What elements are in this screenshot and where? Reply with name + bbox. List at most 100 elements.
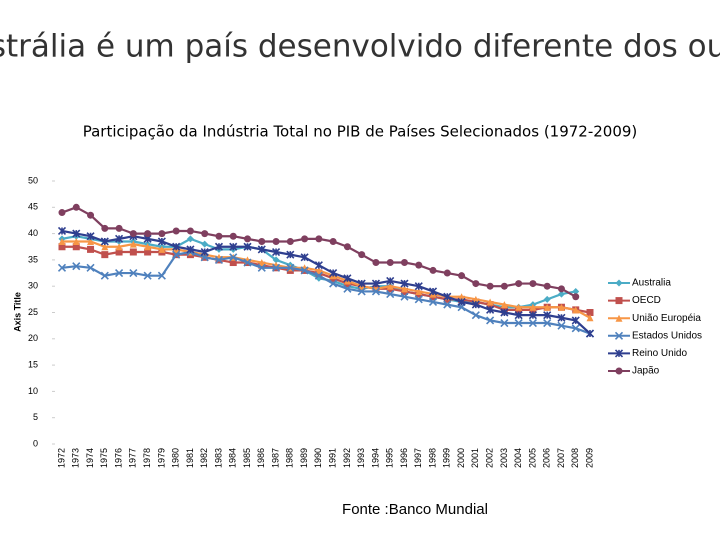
point (414, 295, 423, 304)
point (100, 237, 109, 246)
point (500, 282, 508, 290)
point (472, 295, 480, 303)
point (471, 311, 480, 320)
point (58, 243, 66, 251)
point (271, 247, 281, 257)
point (172, 250, 181, 259)
point (86, 232, 95, 241)
point (271, 263, 281, 272)
point (58, 209, 66, 217)
x-tick-label: 2009 (584, 448, 594, 468)
point (443, 300, 452, 309)
point (101, 243, 109, 251)
point (557, 321, 566, 330)
point (500, 308, 509, 317)
point (471, 300, 480, 309)
x-tick-label: 2008 (570, 448, 580, 468)
x-tick-label: 1993 (356, 448, 366, 468)
point (115, 248, 123, 256)
point (272, 237, 280, 245)
x-tick-label: 1981 (185, 448, 195, 468)
point (157, 271, 166, 280)
legend-marker (615, 297, 623, 305)
x-tick-label: 1972 (56, 448, 66, 468)
y-tick-label: 30 (28, 281, 38, 291)
point (286, 250, 295, 259)
point (72, 243, 80, 251)
point (428, 297, 438, 307)
y-tick-label: 20 (28, 333, 38, 343)
point (515, 280, 523, 288)
series-line (61, 250, 591, 335)
x-tick-label: 1995 (385, 448, 395, 468)
point (543, 318, 552, 328)
legend-marker (615, 314, 623, 322)
point (458, 272, 466, 280)
y-tick-label: 50 (28, 175, 38, 185)
point (186, 245, 195, 254)
point (343, 274, 352, 283)
x-tick-label: 1976 (113, 448, 123, 468)
x-tick-label: 1998 (427, 448, 437, 468)
x-tick-label: 1991 (328, 448, 338, 468)
x-tick-label: 1979 (156, 448, 166, 468)
y-tick-label: 10 (28, 386, 38, 396)
point (72, 229, 81, 238)
legend-label: OECD (632, 295, 661, 306)
x-tick-label: 1973 (71, 448, 81, 468)
point (329, 279, 338, 288)
point (87, 211, 95, 219)
x-tick-label: 2004 (513, 448, 523, 468)
point (400, 285, 408, 293)
series-line (62, 240, 591, 319)
point (372, 259, 380, 267)
point (543, 303, 551, 311)
point (300, 266, 309, 275)
x-tick-label: 1997 (413, 448, 423, 468)
source: Fonte :Banco Mundial (342, 501, 488, 518)
point (272, 256, 280, 264)
x-tick-label: 2003 (499, 448, 509, 468)
legend-label: Reino Unido (632, 348, 687, 359)
point (443, 292, 452, 301)
point (229, 253, 238, 262)
x-tick-label: 1974 (85, 448, 95, 468)
y-tick-label: 35 (28, 254, 38, 264)
legend-label: Estados Unidos (632, 330, 702, 341)
point (429, 266, 437, 274)
x-tick-label: 1983 (213, 448, 223, 468)
point (214, 242, 224, 251)
point (158, 245, 166, 253)
point (400, 279, 409, 288)
point (571, 316, 580, 325)
point (329, 268, 338, 278)
point (115, 234, 124, 243)
x-tick-label: 1985 (242, 448, 252, 468)
x-tick-label: 2005 (527, 448, 537, 468)
point (386, 276, 395, 286)
legend-marker (614, 331, 624, 340)
x-tick-label: 1992 (342, 448, 352, 468)
point (229, 242, 238, 251)
y-tick-label: 0 (33, 438, 38, 448)
point (572, 293, 580, 301)
point (129, 230, 137, 238)
point (201, 240, 209, 248)
legend-marker (614, 349, 624, 358)
point (557, 290, 565, 298)
point (529, 280, 537, 288)
x-tick-label: 1989 (299, 448, 309, 468)
y-tick-label: 25 (28, 307, 38, 317)
y-tick-label: 5 (33, 412, 38, 422)
point (371, 287, 381, 296)
point (129, 240, 137, 248)
x-tick-label: 1994 (370, 448, 380, 468)
point (101, 224, 109, 232)
point (486, 298, 494, 306)
point (543, 295, 551, 303)
point (515, 303, 523, 311)
point (115, 268, 124, 278)
series-line (61, 229, 591, 335)
point (386, 259, 394, 267)
chart-title: Participação da Indústria Total no PIB d… (83, 123, 638, 141)
